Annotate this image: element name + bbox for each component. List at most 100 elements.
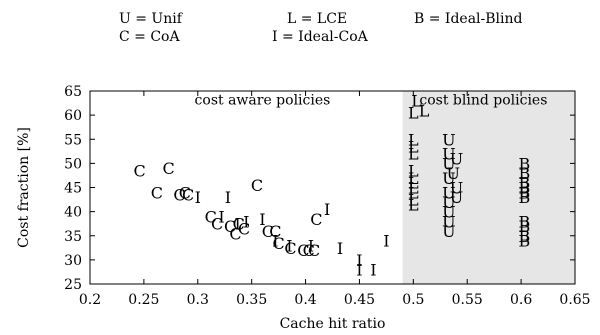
point-u-4: U xyxy=(442,183,455,202)
x-tick-label-3: 0.35 xyxy=(236,292,267,308)
point-b-8: B xyxy=(518,227,530,246)
point-u-2: U xyxy=(442,154,455,173)
point-i-0: I xyxy=(195,188,201,207)
point-l-5: L xyxy=(408,169,419,188)
point-c-9: C xyxy=(229,224,241,243)
point-u-6: U xyxy=(442,203,455,222)
point-l-11: L xyxy=(411,92,422,111)
point-c-20: C xyxy=(310,210,322,229)
point-c-3: C xyxy=(173,186,185,205)
point-b-6: B xyxy=(518,212,530,231)
point-c-13: C xyxy=(262,222,274,241)
point-c-2: C xyxy=(163,159,175,178)
point-u-10: U xyxy=(450,150,463,169)
point-l-1: L xyxy=(408,191,419,210)
point-i-11: I xyxy=(356,251,362,270)
point-i-7: I xyxy=(286,236,292,255)
point-l-0: L xyxy=(408,195,419,214)
point-b-0: B xyxy=(518,154,530,173)
y-axis-label: Cost fraction [%] xyxy=(16,127,32,248)
legend-entry-ideal-blind: B = Ideal-Blind xyxy=(414,11,523,27)
point-u-11: U xyxy=(450,179,463,198)
point-l-9: L xyxy=(408,130,419,149)
point-c-19: C xyxy=(308,241,320,260)
x-tick-label-8: 0.6 xyxy=(510,292,532,308)
axis-ticks: 0.2 0.25 0.3 0.35 0.4 0.45 0.5 0.55 0.6 0.65 25 30 3… xyxy=(64,84,590,308)
point-c-0: C xyxy=(133,162,145,181)
y-tick-label-7: 60 xyxy=(64,108,82,124)
point-c-17: C xyxy=(297,241,309,260)
point-i-10: I xyxy=(337,239,343,258)
legend-entry-unif: U = Unif xyxy=(119,11,184,27)
point-l-2: L xyxy=(408,183,419,202)
cost-blind-annotation: cost blind policies xyxy=(419,93,547,109)
point-i-9: I xyxy=(324,200,330,219)
point-i-5: I xyxy=(259,210,265,229)
x-tick-label-4: 0.4 xyxy=(294,292,316,308)
point-u-12: U xyxy=(450,188,463,207)
y-tick-label-0: 25 xyxy=(64,277,82,293)
point-c-12: C xyxy=(251,176,263,195)
y-tick-label-8: 65 xyxy=(64,84,82,100)
point-c-18: C xyxy=(303,241,315,260)
x-tick-label-6: 0.5 xyxy=(402,292,424,308)
point-i-12: I xyxy=(356,261,362,280)
x-axis-label: Cache hit ratio xyxy=(280,316,386,332)
y-tick-label-1: 30 xyxy=(64,253,82,269)
point-u-0: U xyxy=(442,130,455,149)
point-l-3: L xyxy=(408,179,419,198)
point-b-5: B xyxy=(518,188,530,207)
point-b-9: B xyxy=(518,232,530,251)
point-c-4: C xyxy=(179,183,191,202)
legend-entry-lce: L = LCE xyxy=(287,11,347,27)
x-tick-label-1: 0.25 xyxy=(128,292,159,308)
point-u-8: U xyxy=(442,222,455,241)
point-c-14: C xyxy=(269,222,281,241)
point-u-7: U xyxy=(442,212,455,231)
x-tick-label-9: 0.65 xyxy=(559,292,590,308)
point-i-13: I xyxy=(370,261,376,280)
point-i-6: I xyxy=(272,232,278,251)
y-tick-label-2: 35 xyxy=(64,229,82,245)
point-c-16: C xyxy=(284,239,296,258)
x-tick-label-7: 0.55 xyxy=(452,292,483,308)
point-b-7: B xyxy=(518,217,530,236)
x-tick-label-0: 0.2 xyxy=(79,292,101,308)
point-b-2: B xyxy=(518,174,530,193)
point-c-11: C xyxy=(238,220,250,239)
y-tick-label-3: 40 xyxy=(64,205,82,221)
point-b-1: B xyxy=(518,164,530,183)
point-l-4: L xyxy=(408,174,419,193)
point-b-3: B xyxy=(518,179,530,198)
point-u-1: U xyxy=(442,145,455,164)
point-i-4: I xyxy=(243,212,249,231)
point-l-10: L xyxy=(408,104,419,123)
x-tick-label-5: 0.45 xyxy=(344,292,375,308)
point-l-6: L xyxy=(408,162,419,181)
legend-entry-coa: C = CoA xyxy=(119,29,180,45)
y-tick-label-4: 45 xyxy=(64,181,82,197)
point-i-1: I xyxy=(218,207,224,226)
point-c-6: C xyxy=(205,207,217,226)
point-l-8: L xyxy=(408,137,419,156)
point-i-2: I xyxy=(225,188,231,207)
point-c-10: C xyxy=(233,215,245,234)
point-u-5: U xyxy=(442,193,455,212)
point-c-8: C xyxy=(224,217,236,236)
point-c-5: C xyxy=(182,186,194,205)
x-tick-label-2: 0.3 xyxy=(187,292,209,308)
point-u-9: U xyxy=(446,164,459,183)
point-i-8: I xyxy=(308,236,314,255)
point-l-7: L xyxy=(408,145,419,164)
point-i-14: I xyxy=(383,232,389,251)
point-c-1: C xyxy=(151,183,163,202)
point-c-7: C xyxy=(211,215,223,234)
point-b-4: B xyxy=(518,183,530,202)
point-i-3: I xyxy=(234,215,240,234)
legend-entry-ideal-coa: I = Ideal-CoA xyxy=(272,29,369,45)
point-u-3: U xyxy=(442,169,455,188)
y-tick-label-6: 55 xyxy=(64,132,82,148)
point-c-15: C xyxy=(272,234,284,253)
